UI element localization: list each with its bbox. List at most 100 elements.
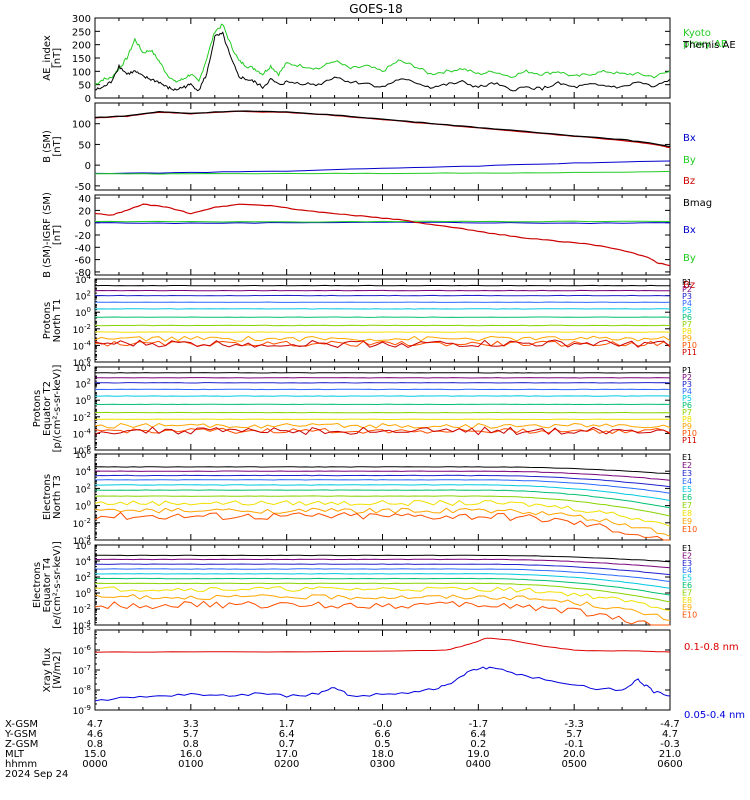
y-axis-label: Equator T4	[42, 558, 53, 613]
x-tick-value: 4.7	[87, 719, 103, 730]
y-tick-exponent: 0	[87, 587, 91, 595]
channel-label: E6	[682, 493, 692, 502]
channel-e9	[94, 594, 671, 621]
y-tick-exponent: -2	[84, 323, 91, 331]
channel-label: P7	[682, 408, 692, 417]
channel-label: P1	[682, 366, 692, 375]
channel-label: P8	[682, 327, 692, 336]
y-axis-label: North T1	[52, 299, 63, 343]
channel-label: E2	[682, 551, 692, 560]
channel-p9	[94, 422, 671, 430]
series-bz	[94, 110, 671, 149]
channel-e10	[94, 511, 670, 541]
x-row-label: Z-GSM	[5, 739, 38, 750]
channel-label: P6	[682, 313, 692, 322]
channel-e4	[95, 479, 671, 494]
channel-p11	[94, 426, 671, 436]
y-tick-label: 102	[75, 571, 91, 584]
y-axis-label: AE_index	[42, 35, 53, 81]
y-axis-label: [nT]	[52, 225, 63, 245]
x-tick-value: -0.0	[373, 719, 393, 730]
x-tick-value: 0100	[178, 759, 203, 770]
y-tick-exponent: 2	[87, 571, 91, 579]
y-tick-label: -80	[75, 268, 91, 279]
x-tick-value: 0.8	[183, 739, 199, 750]
y-tick-exponent: 0	[87, 500, 91, 508]
channel-label: P5	[682, 306, 692, 315]
y-tick-exponent: -8	[84, 684, 91, 692]
channel-label: E3	[682, 469, 692, 478]
series-by	[94, 170, 671, 175]
y-tick-label: 100	[75, 394, 91, 407]
y-tick-exponent: -6	[84, 356, 92, 364]
series-kyoto-proxy-ae	[94, 23, 671, 86]
channel-label: E8	[682, 509, 692, 518]
y-tick-label: 10-4	[73, 427, 92, 440]
y-tick-label: 100	[72, 67, 91, 78]
channel-label: P8	[682, 415, 692, 424]
panel-ae: 0 50 100 150 200 250 300 AE_index [nT] Kyotoproxy…	[42, 14, 736, 105]
y-tick-exponent: -4	[84, 427, 92, 435]
y-axis-label: [nT]	[52, 136, 63, 156]
channel-label: P1	[682, 278, 692, 287]
x-tick-value: 5.7	[566, 729, 582, 740]
y-tick-exponent: 4	[87, 465, 92, 473]
x-tick-value: 0200	[274, 759, 299, 770]
y-tick-exponent: 6	[87, 539, 92, 547]
x-tick-value: 6.4	[279, 729, 295, 740]
x-tick-value: 0300	[370, 759, 395, 770]
x-tick-value: 15.0	[84, 749, 106, 760]
channel-label: P11	[682, 436, 697, 445]
y-tick-label: 300	[72, 14, 91, 25]
y-tick-label: 0	[85, 94, 91, 105]
y-tick-exponent: 2	[87, 482, 91, 490]
channel-e5	[94, 484, 671, 501]
y-tick-label: -60	[75, 256, 91, 267]
channel-e6	[94, 577, 671, 596]
x-tick-value: 3.3	[183, 719, 199, 730]
legend-label: proxy AE	[683, 39, 727, 50]
y-tick-label: 102	[75, 290, 91, 303]
channel-p10	[94, 427, 671, 434]
y-tick-label: -20	[75, 231, 91, 242]
channel-label: E1	[682, 453, 692, 462]
channel-label: E6	[682, 581, 692, 590]
y-axis-label: Equator T2	[42, 381, 53, 436]
channel-label: E9	[682, 517, 692, 526]
x-row-label: hhmm	[5, 759, 37, 770]
y-tick-label: 150	[72, 54, 91, 65]
y-tick-label: 10-2	[73, 603, 91, 616]
series-by	[94, 220, 671, 223]
x-tick-value: -1.7	[469, 719, 489, 730]
date-label: 2024 Sep 24	[5, 769, 68, 780]
channel-label: E2	[682, 461, 692, 470]
channel-label: E8	[682, 596, 692, 605]
y-tick-exponent: -2	[84, 603, 91, 611]
y-tick-label: -40	[75, 243, 91, 254]
y-axis-label: North T3	[52, 475, 63, 519]
y-tick-label: 100	[72, 120, 91, 131]
x-tick-value: -3.3	[564, 719, 584, 730]
channel-label: P3	[682, 380, 692, 389]
channel-label: E9	[682, 603, 692, 612]
legend-label: Bmag	[683, 198, 712, 209]
y-tick-label: 50	[78, 81, 91, 92]
x-row-label: MLT	[5, 749, 25, 760]
x-row-label: X-GSM	[5, 719, 38, 730]
channel-e3	[94, 563, 671, 576]
y-axis-label: Protons	[42, 302, 53, 339]
x-tick-value: 0.2	[470, 739, 486, 750]
y-tick-exponent: 2	[87, 378, 91, 386]
y-axis-label: [e/(cm²-s-sr-keV)]	[52, 541, 63, 629]
y-tick-exponent: 4	[87, 361, 92, 369]
legend-label: Bx	[683, 133, 696, 144]
y-tick-exponent: -5	[84, 624, 91, 632]
y-tick-label: 10-2	[73, 517, 91, 530]
y-tick-label: 102	[75, 378, 91, 391]
legend-label: Bx	[683, 225, 696, 236]
channel-e8	[94, 499, 671, 527]
channel-label: P6	[682, 401, 692, 410]
